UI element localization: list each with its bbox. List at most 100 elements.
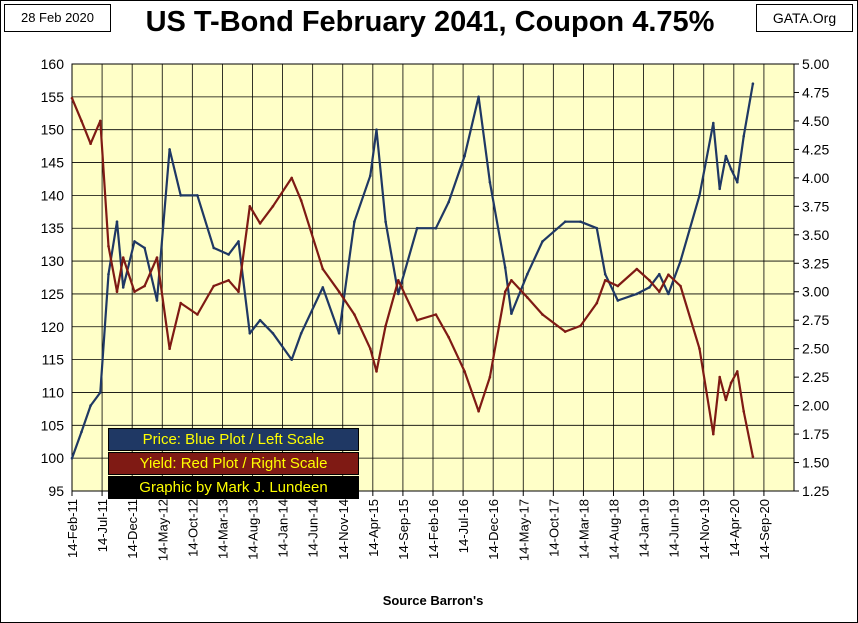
yield-point (751, 455, 755, 459)
yield-point (415, 318, 419, 322)
price-point (635, 292, 639, 296)
price-point (143, 246, 146, 250)
yield-point (447, 336, 451, 339)
left-tick-label: 150 (41, 122, 65, 138)
yield-point (526, 296, 529, 299)
yield-point (712, 432, 715, 436)
price-point (541, 240, 544, 243)
yield-point (369, 347, 372, 351)
price-point (415, 226, 419, 230)
yield-point (729, 381, 733, 385)
price-point (89, 404, 92, 407)
price-point (447, 200, 451, 204)
left-tick-label: 135 (41, 220, 65, 236)
x-tick-label: 14-Dec-16 (486, 499, 501, 560)
price-point (107, 272, 110, 276)
price-point (658, 272, 661, 276)
x-tick-label: 14-Mar-18 (576, 499, 591, 559)
left-tick-label: 120 (41, 319, 65, 335)
x-tick-label: 14-May-12 (155, 499, 170, 561)
x-tick-label: 14-May-17 (516, 499, 531, 561)
price-point (248, 332, 252, 335)
yield-point (488, 375, 492, 379)
yield-point (227, 279, 230, 282)
right-tick-label: 1.75 (802, 426, 829, 442)
price-point (503, 266, 507, 269)
x-tick-label: 14-Nov-19 (697, 499, 712, 560)
yield-point (299, 199, 303, 202)
price-point (155, 299, 159, 302)
yield-point (616, 284, 620, 288)
x-tick-label: 14-Dec-11 (125, 499, 140, 559)
left-tick-label: 95 (48, 483, 64, 499)
yield-point (434, 313, 438, 316)
x-tick-label: 14-Feb-16 (426, 499, 441, 559)
left-axis: 95 100 105 110 115 120 125 130 135 140 145 150 155 16… (41, 56, 65, 499)
left-tick-label: 100 (41, 450, 65, 466)
left-tick-label: 110 (42, 384, 65, 400)
left-tick-label: 145 (41, 155, 65, 171)
x-tick-label: 14-Jan-14 (276, 499, 291, 558)
price-point (237, 240, 240, 243)
yield-point (179, 301, 182, 305)
price-point (698, 194, 701, 197)
x-tick-label: 14-Nov-14 (336, 499, 351, 560)
price-point (510, 312, 513, 315)
right-tick-label: 1.25 (802, 483, 829, 499)
x-tick-label: 14-Jun-14 (306, 499, 321, 558)
price-point (70, 456, 74, 460)
yield-point (258, 222, 262, 225)
yield-point (648, 279, 651, 282)
price-point (121, 286, 125, 289)
legend-yield: Yield: Red Plot / Right Scale (108, 452, 359, 475)
yield-point (237, 290, 240, 294)
source-label: GATA.Org (756, 4, 853, 32)
yield-point (658, 290, 661, 294)
right-tick-label: 3.50 (802, 227, 829, 243)
x-tick-label: 14-Oct-17 (546, 499, 561, 557)
yield-point (397, 279, 400, 282)
left-tick-label: 105 (41, 417, 65, 433)
price-point (321, 286, 325, 289)
yield-point (70, 96, 74, 100)
yield-point (603, 279, 607, 282)
price-point (299, 332, 303, 335)
yield-point (99, 119, 102, 123)
price-point (595, 226, 599, 230)
yield-point (384, 324, 387, 328)
right-tick-label: 2.25 (802, 369, 829, 385)
x-tick-label: 14-Apr-15 (366, 499, 381, 557)
legend-credit: Graphic by Mark J. Lundeen (108, 476, 359, 499)
yield-point (635, 267, 639, 271)
price-point (434, 226, 438, 230)
price-point (616, 299, 620, 302)
yield-point (736, 370, 739, 373)
series-lines (70, 82, 755, 460)
right-tick-label: 4.00 (802, 170, 829, 186)
x-axis-label: Source Barron's (382, 593, 484, 608)
right-tick-label: 4.75 (802, 84, 829, 100)
x-tick-label: 14-Aug-13 (246, 499, 261, 560)
price-point (384, 220, 387, 223)
x-tick-label: 14-Jul-11 (95, 499, 110, 552)
yield-point (375, 370, 378, 373)
yield-point (724, 398, 728, 402)
yield-point (121, 256, 125, 259)
right-tick-label: 3.00 (802, 284, 829, 300)
price-point (271, 332, 275, 335)
price-point (712, 121, 715, 125)
price-point (133, 240, 136, 243)
yield-point (80, 119, 83, 123)
price-point (196, 194, 199, 197)
x-tick-label: 14-Aug-18 (607, 499, 622, 560)
yield-point (477, 410, 480, 413)
price-point (80, 430, 83, 434)
right-tick-label: 1.50 (802, 455, 829, 471)
yield-point (510, 279, 513, 282)
right-axis: 1.25 1.50 1.75 2.00 2.25 2.50 2.75 3.00 3.25 3.50… (794, 56, 829, 499)
yield-point (503, 290, 507, 294)
price-point (463, 154, 466, 158)
price-point (724, 154, 728, 158)
yield-point (353, 313, 356, 316)
price-point (751, 82, 755, 85)
